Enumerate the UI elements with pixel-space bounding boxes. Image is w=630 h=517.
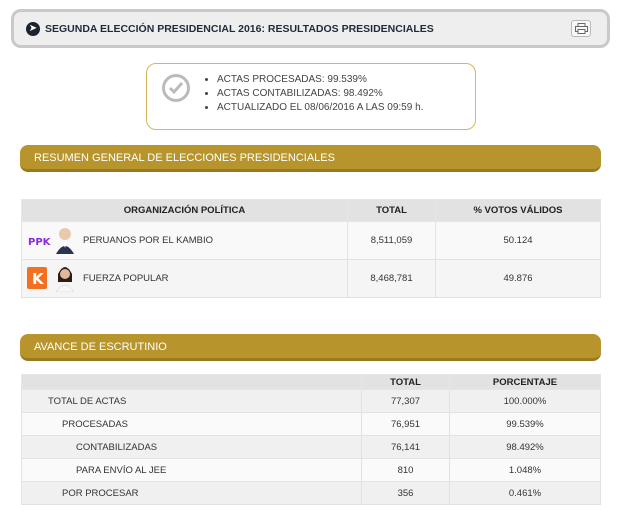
party-total: 8,511,059 (347, 221, 436, 260)
party-total: 8,468,781 (347, 259, 436, 298)
row-pct: 98.492% (449, 435, 601, 459)
party-name: PERUANOS POR EL KAMBIO (83, 235, 214, 246)
table-row: PROCESADAS 76,951 99.539% (21, 412, 601, 436)
table-row: PPK PERUANOS POR EL KAMBIO 8,511,059 50.… (21, 221, 601, 260)
col-label (21, 374, 362, 390)
progress-table: TOTAL PORCENTAJE TOTAL DE ACTAS 77,307 1… (21, 374, 601, 505)
row-total: 77,307 (361, 389, 450, 413)
col-organizacion: ORGANIZACIÓN POLÍTICA (21, 199, 348, 222)
svg-text:PPK: PPK (28, 237, 51, 248)
print-button[interactable] (571, 20, 591, 37)
results-header: ➤ SEGUNDA ELECCIÓN PRESIDENCIAL 2016: RE… (11, 9, 610, 48)
party-pct: 49.876 (435, 259, 601, 298)
row-total: 810 (361, 458, 450, 482)
candidate-photo-icon (55, 264, 75, 293)
row-pct: 1.048% (449, 458, 601, 482)
col-porcentaje: PORCENTAJE (449, 374, 601, 390)
status-actas-contabilizadas: ACTAS CONTABILIZADAS: 98.492% (217, 87, 423, 101)
status-list: ACTAS PROCESADAS: 99.539% ACTAS CONTABIL… (217, 73, 423, 115)
status-panel: ACTAS PROCESADAS: 99.539% ACTAS CONTABIL… (146, 63, 476, 130)
col-total: TOTAL (361, 374, 450, 390)
summary-section-title: RESUMEN GENERAL DE ELECCIONES PRESIDENCI… (34, 152, 335, 164)
table-row: K FUERZA POPULAR 8,468,781 49.876 (21, 259, 601, 298)
row-label: PROCESADAS (21, 412, 362, 436)
check-circle-icon (162, 74, 190, 102)
svg-text:K: K (32, 270, 45, 288)
row-pct: 0.461% (449, 481, 601, 505)
page-title: SEGUNDA ELECCIÓN PRESIDENCIAL 2016: RESU… (45, 23, 434, 35)
row-label: TOTAL DE ACTAS (21, 389, 362, 413)
summary-table: ORGANIZACIÓN POLÍTICA TOTAL % VOTOS VÁLI… (21, 199, 601, 298)
fuerza-popular-logo-icon: K (27, 267, 47, 289)
row-label: PARA ENVÍO AL JEE (21, 458, 362, 482)
status-actas-procesadas: ACTAS PROCESADAS: 99.539% (217, 73, 423, 87)
row-pct: 99.539% (449, 412, 601, 436)
summary-section-header: RESUMEN GENERAL DE ELECCIONES PRESIDENCI… (20, 145, 601, 172)
table-row: TOTAL DE ACTAS 77,307 100.000% (21, 389, 601, 413)
ppk-logo-icon: PPK (27, 232, 52, 249)
table-row: PARA ENVÍO AL JEE 810 1.048% (21, 458, 601, 482)
status-actualizado: ACTUALIZADO EL 08/06/2016 A LAS 09:59 h. (217, 101, 423, 115)
col-votos-validos: % VOTOS VÁLIDOS (435, 199, 601, 222)
row-total: 76,951 (361, 412, 450, 436)
progress-section-title: AVANCE DE ESCRUTINIO (34, 341, 167, 353)
col-total: TOTAL (347, 199, 436, 222)
party-name: FUERZA POPULAR (83, 273, 169, 284)
table-row: CONTABILIZADAS 76,141 98.492% (21, 435, 601, 459)
row-pct: 100.000% (449, 389, 601, 413)
table-row: POR PROCESAR 356 0.461% (21, 481, 601, 505)
printer-icon (575, 23, 588, 34)
row-label: CONTABILIZADAS (21, 435, 362, 459)
candidate-photo-icon (56, 226, 74, 254)
arrow-right-circle-icon[interactable]: ➤ (26, 22, 40, 36)
row-label: POR PROCESAR (21, 481, 362, 505)
party-pct: 50.124 (435, 221, 601, 260)
row-total: 356 (361, 481, 450, 505)
row-total: 76,141 (361, 435, 450, 459)
progress-section-header: AVANCE DE ESCRUTINIO (20, 334, 601, 361)
